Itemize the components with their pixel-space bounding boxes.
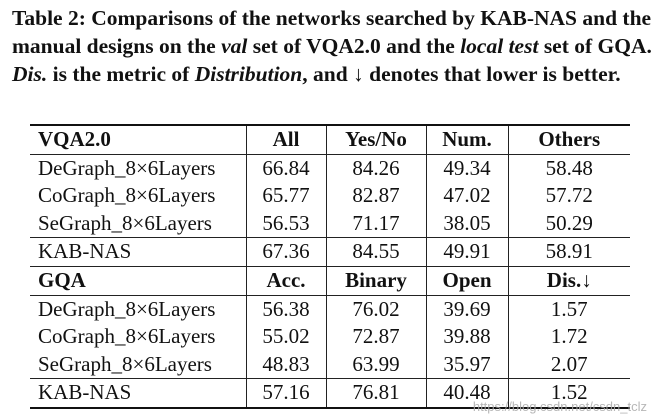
value-cell: 76.02 xyxy=(325,294,426,324)
watermark: https://blog.csdn.net/csdn_tclz xyxy=(472,399,647,414)
value-cell: 40.48 xyxy=(425,378,508,409)
value-cell: 58.48 xyxy=(507,153,630,183)
value-cell: 39.88 xyxy=(425,323,508,351)
header-dis: Dis.↓ xyxy=(507,265,630,296)
value-cell: 58.91 xyxy=(507,237,630,267)
value-cell: 1.57 xyxy=(507,294,630,324)
method-name: KAB-NAS xyxy=(30,378,246,409)
table-row: DeGraph_8×6Layers 56.38 76.02 39.69 1.57 xyxy=(30,294,630,324)
method-name: DeGraph_8×6Layers xyxy=(30,294,246,324)
value-cell: 66.84 xyxy=(245,153,326,183)
value-cell: 71.17 xyxy=(325,209,426,238)
value-cell: 76.81 xyxy=(325,378,426,409)
method-name: SeGraph_8×6Layers xyxy=(38,351,212,376)
table-row: SeGraph_8×6Layers 56.53 71.17 38.05 50.2… xyxy=(30,209,630,238)
table-row-kab-nas: KAB-NAS 67.36 84.55 49.91 58.91 xyxy=(30,237,630,267)
header-binary: Binary xyxy=(325,265,426,296)
value-cell: 55.02 xyxy=(245,323,326,351)
value-cell: 2.07 xyxy=(507,350,630,379)
value-cell: 50.29 xyxy=(507,209,630,238)
value-cell: 63.99 xyxy=(325,350,426,379)
caption-local-test: local test xyxy=(460,34,539,58)
value-cell: 1.52 xyxy=(507,378,630,409)
results-table: VQA2.0 All Yes/No Num. Others DeGraph_8×… xyxy=(30,123,630,409)
table-row: SeGraph_8×6Layers 48.83 63.99 35.97 2.07 xyxy=(30,350,630,379)
header-all: All xyxy=(245,123,326,155)
value-cell: 48.83 xyxy=(245,350,326,379)
value-cell: 39.69 xyxy=(425,294,508,324)
table-row: CoGraph_8×6Layers 65.77 82.87 47.02 57.7… xyxy=(30,182,630,210)
method-name: CoGraph_8×6Layers xyxy=(38,183,216,208)
method-name: DeGraph_8×6Layers xyxy=(30,153,246,183)
header-yes-no: Yes/No xyxy=(325,123,426,155)
vqa-section-label: VQA2.0 xyxy=(30,123,246,155)
value-cell: 35.97 xyxy=(425,350,508,379)
table-row-kab-nas: KAB-NAS 57.16 76.81 40.48 1.52 xyxy=(30,378,630,409)
table-caption: Table 2: Comparisons of the networks sea… xyxy=(12,6,652,86)
value-cell: 56.38 xyxy=(245,294,326,324)
value-cell: 72.87 xyxy=(325,323,426,351)
value-cell: 49.91 xyxy=(425,237,508,267)
value-cell: 65.77 xyxy=(245,182,326,210)
value-cell: 57.72 xyxy=(507,182,630,210)
header-others: Others xyxy=(507,123,630,155)
value-cell: 57.16 xyxy=(245,378,326,409)
value-cell: 56.53 xyxy=(245,209,326,238)
header-num: Num. xyxy=(425,123,508,155)
caption-distribution: Distribution xyxy=(194,62,303,86)
method-name: KAB-NAS xyxy=(30,237,246,267)
value-cell: 67.36 xyxy=(245,237,326,267)
value-cell: 1.72 xyxy=(507,323,630,351)
table-row: CoGraph_8×6Layers 55.02 72.87 39.88 1.72 xyxy=(30,323,630,351)
value-cell: 84.26 xyxy=(325,153,426,183)
value-cell: 49.34 xyxy=(425,153,508,183)
value-cell: 47.02 xyxy=(425,182,508,210)
table-row: DeGraph_8×6Layers 66.84 84.26 49.34 58.4… xyxy=(30,153,630,183)
header-acc: Acc. xyxy=(245,265,326,296)
caption-dis: Dis. xyxy=(12,62,48,86)
caption-val: val xyxy=(221,34,248,58)
vqa-header-row: VQA2.0 All Yes/No Num. Others xyxy=(30,123,630,155)
gqa-section-label: GQA xyxy=(30,265,246,296)
method-name: SeGraph_8×6Layers xyxy=(38,210,212,235)
header-open: Open xyxy=(425,265,508,296)
method-name: CoGraph_8×6Layers xyxy=(38,324,216,349)
value-cell: 82.87 xyxy=(325,182,426,210)
value-cell: 84.55 xyxy=(325,237,426,267)
gqa-header-row: GQA Acc. Binary Open Dis.↓ xyxy=(30,265,630,296)
value-cell: 38.05 xyxy=(425,209,508,238)
